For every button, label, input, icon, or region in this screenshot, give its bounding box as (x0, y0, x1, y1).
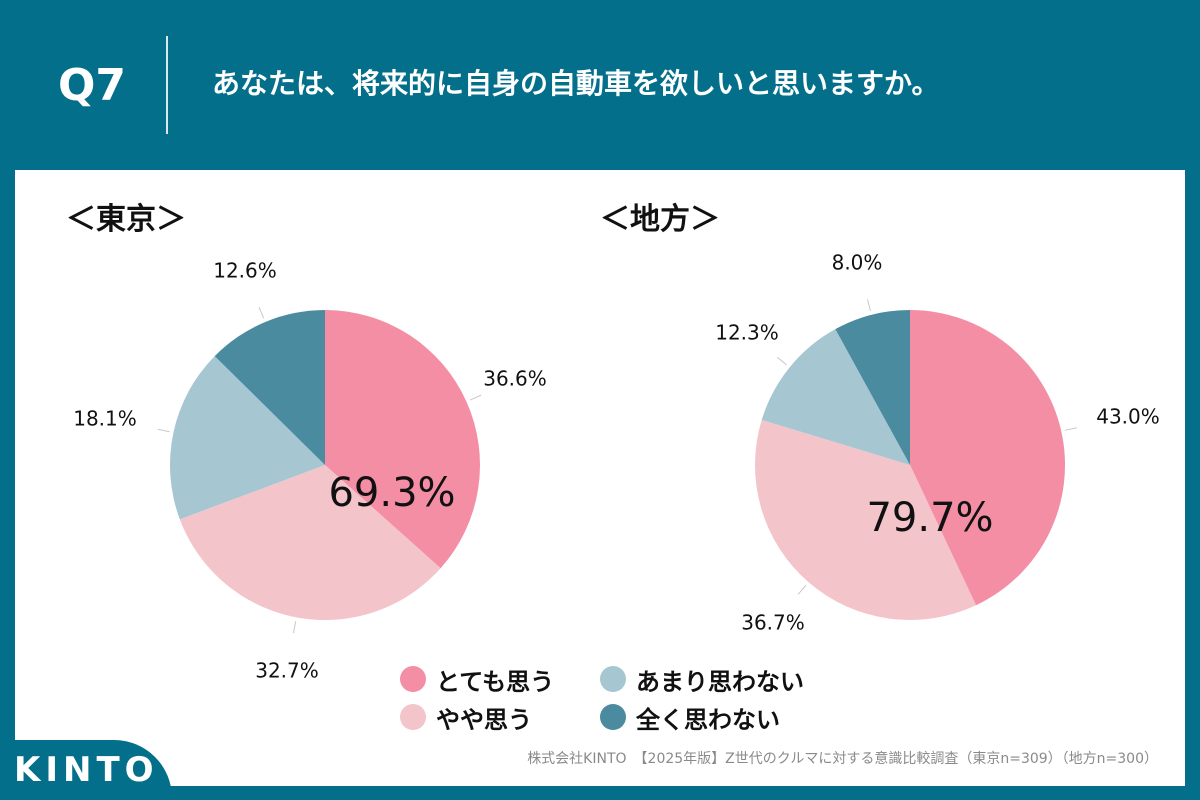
regional-slice-very-much (910, 310, 1066, 606)
regional-center-total-label: 79.7% (866, 495, 993, 541)
regional-slice-not-much (761, 329, 910, 465)
tokyo-leader-line-not-at-all (258, 307, 265, 319)
tokyo-value-label-not-at-all: 12.6% (213, 259, 277, 283)
legend-swatch-somewhat (400, 704, 426, 730)
regional-slice-somewhat (754, 419, 976, 621)
tokyo-leader-line-very-much (469, 394, 482, 401)
regional-leader-line-very-much (1065, 427, 1077, 431)
tokyo-center-total-label: 69.3% (328, 470, 455, 516)
tokyo-slice-somewhat (179, 465, 441, 621)
tokyo-slice-not-much (169, 356, 325, 520)
legend-swatch-not-much (600, 666, 626, 692)
tokyo-leader-line-not-much (157, 428, 170, 433)
legend-item-somewhat: やや思う (400, 700, 532, 734)
tokyo-value-label-not-much: 18.1% (73, 407, 137, 431)
legend-label-very-much: とても思う (436, 667, 555, 696)
tokyo-slice-very-much (325, 310, 480, 569)
tokyo-slice-not-at-all (214, 310, 325, 465)
regional-leader-line-not-much (776, 356, 787, 366)
tokyo-value-label-somewhat: 32.7% (255, 659, 319, 683)
legend-item-very-much: とても思う (400, 662, 554, 696)
regional-slice-not-at-all (835, 310, 910, 465)
regional-value-label-somewhat: 36.7% (741, 611, 805, 635)
legend-item-not-much: あまり思わない (600, 662, 804, 696)
legend-label-not-much: あまり思わない (636, 667, 804, 696)
question-title: あなたは、将来的に自身の自動車を欲しいと思いますか。 (212, 67, 940, 100)
kinto-logo: KINTO (14, 750, 159, 790)
legend-label-not-at-all: 全く思わない (636, 705, 780, 734)
regional-value-label-very-much: 43.0% (1096, 405, 1160, 429)
legend-swatch-not-at-all (600, 704, 626, 730)
source-note: 株式会社KINTO 【2025年版】Z世代のクルマに対する意識比較調査（東京n=… (527, 751, 1158, 767)
legend-item-not-at-all: 全く思わない (600, 700, 780, 734)
tokyo-leader-line-somewhat (292, 621, 297, 634)
regional-chart-title: ＜地方＞ (600, 202, 720, 237)
regional-leader-line-somewhat (797, 584, 807, 595)
tokyo-value-label-very-much: 36.6% (483, 367, 547, 391)
question-number: Q7 (58, 60, 127, 111)
regional-leader-line-not-at-all (866, 299, 871, 312)
legend-swatch-very-much (400, 666, 426, 692)
legend: とても思う やや思う あまり思わない 全く思わない (400, 660, 820, 740)
legend-label-somewhat: やや思う (436, 705, 532, 734)
header-divider (166, 36, 168, 134)
regional-value-label-not-much: 12.3% (715, 321, 779, 345)
tokyo-chart-title: ＜東京＞ (66, 202, 186, 237)
logo-tab (0, 740, 172, 800)
regional-value-label-not-at-all: 8.0% (832, 251, 883, 275)
